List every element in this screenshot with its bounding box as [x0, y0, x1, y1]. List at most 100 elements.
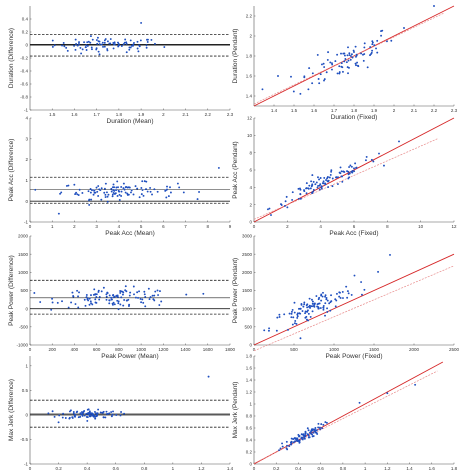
data-point: [92, 193, 95, 196]
x-tick-label: 0: [253, 466, 256, 471]
data-point: [291, 308, 294, 311]
y-tick-label: 0: [249, 343, 252, 348]
data-point: [91, 414, 94, 417]
data-point: [81, 414, 84, 417]
data-point: [217, 166, 220, 169]
data-point: [353, 274, 356, 277]
y-tick-label: 0.8: [246, 414, 253, 419]
data-point: [334, 298, 337, 301]
regression-line: [253, 370, 438, 464]
data-point: [142, 301, 145, 304]
data-point: [326, 176, 329, 178]
data-point: [340, 62, 343, 65]
x-tick-label: 1000: [136, 347, 147, 352]
data-point: [57, 212, 60, 215]
data-point: [149, 190, 152, 193]
data-point: [185, 293, 188, 296]
data-point: [88, 411, 91, 414]
data-point: [137, 296, 139, 299]
data-point: [346, 290, 349, 293]
data-point: [74, 38, 77, 41]
data-point: [299, 193, 302, 195]
data-point: [105, 293, 108, 296]
x-axis-label: Peak Acc (Fixed): [329, 230, 378, 237]
data-point: [77, 306, 80, 309]
y-tick-label: -0.4: [20, 69, 28, 74]
data-point: [85, 412, 88, 415]
y-tick-label: 0.4: [246, 438, 253, 443]
data-point: [124, 186, 127, 189]
data-point: [278, 313, 281, 316]
data-point: [122, 304, 125, 307]
data-point: [113, 193, 116, 195]
data-point: [74, 303, 77, 306]
data-point: [348, 52, 351, 55]
data-point: [338, 65, 341, 68]
data-point: [324, 295, 327, 298]
y-tick-label: 0: [25, 413, 28, 418]
data-point: [370, 51, 373, 54]
data-point: [311, 82, 314, 85]
data-point: [283, 313, 286, 316]
x-tick-label: 2: [393, 108, 396, 113]
data-point: [73, 44, 76, 47]
data-point: [339, 166, 342, 169]
chart-panel-8: 0 0.2 0.4 0.6 0.8 1 1.2 1.4 1.6 1.8 0 0.2 0.4 0.6 0.8 1…: [232, 354, 458, 471]
data-point: [296, 315, 299, 318]
data-point: [50, 308, 53, 311]
data-point: [340, 175, 343, 178]
data-point: [350, 293, 353, 296]
data-point: [117, 302, 120, 305]
data-point: [51, 297, 54, 300]
data-point: [331, 185, 334, 188]
data-point: [156, 289, 159, 292]
data-point: [123, 41, 126, 44]
data-point: [79, 46, 82, 49]
data-point: [72, 412, 75, 415]
data-point: [341, 290, 344, 293]
data-point: [154, 290, 157, 293]
x-tick-label: 1.4: [271, 108, 278, 113]
data-point: [286, 444, 288, 447]
data-point: [278, 316, 281, 318]
data-point: [330, 300, 333, 303]
data-point: [88, 203, 91, 206]
data-point: [77, 416, 80, 419]
data-point: [146, 40, 149, 43]
data-point: [296, 313, 299, 316]
data-point: [130, 191, 132, 194]
data-point: [163, 46, 166, 48]
data-point: [308, 297, 311, 300]
data-point: [142, 194, 145, 197]
data-point: [165, 196, 168, 199]
data-point: [94, 298, 97, 301]
x-tick-label: 1: [364, 466, 367, 471]
x-tick-label: 1.6: [311, 108, 318, 113]
y-tick-label: 1.6: [246, 366, 253, 371]
data-point: [371, 43, 374, 46]
data-point: [356, 61, 359, 64]
data-point: [117, 41, 119, 44]
data-point: [64, 417, 67, 419]
data-point: [308, 184, 311, 187]
data-point: [355, 64, 357, 67]
data-point: [301, 310, 304, 312]
data-point: [107, 193, 110, 196]
data-point: [33, 292, 36, 294]
data-point: [89, 300, 92, 303]
data-point: [169, 191, 172, 194]
data-point: [140, 187, 143, 189]
identity-line: [253, 253, 455, 346]
data-point: [309, 431, 311, 434]
data-point: [305, 318, 308, 321]
data-point: [106, 412, 108, 415]
data-point: [308, 67, 311, 70]
data-point: [309, 187, 312, 190]
data-point: [335, 299, 338, 302]
y-tick-label: 1: [25, 178, 28, 183]
y-tick-label: 0.2: [22, 30, 29, 35]
data-point: [263, 329, 266, 332]
data-point: [317, 422, 320, 425]
data-point: [312, 304, 315, 307]
data-point: [57, 421, 60, 424]
